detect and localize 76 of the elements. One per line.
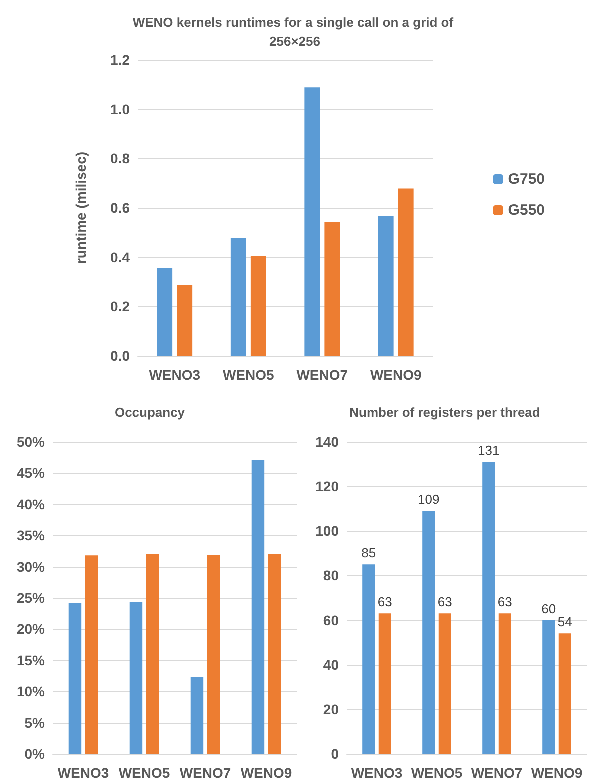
x-tick-label: WENO3 (351, 765, 403, 781)
x-tick-label: WENO5 (118, 765, 170, 781)
chart-title: WENO kernels runtimes for a single call on a grid of 256×256 (132, 15, 458, 49)
bar (190, 677, 204, 754)
bar (482, 462, 496, 754)
bar (422, 511, 436, 754)
x-tick-label: WENO9 (531, 765, 583, 781)
data-label: 131 (478, 443, 500, 458)
bar (304, 88, 320, 356)
bar (207, 554, 220, 754)
y-tick-label: 25% (16, 590, 46, 606)
x-tick-label: WENO3 (149, 367, 201, 383)
chart-title: Number of registers per thread (350, 405, 540, 420)
bar (324, 222, 340, 356)
y-tick-label: 50% (16, 434, 46, 450)
y-tick-label: 80 (323, 568, 340, 584)
x-tick-label: WENO3 (58, 765, 110, 781)
y-tick-label: 0.8 (110, 150, 130, 167)
bar (68, 602, 82, 754)
x-tick-label: WENO7 (296, 367, 348, 383)
y-tick-label: 140 (316, 434, 340, 450)
y-tick-label: 0.6 (110, 200, 130, 216)
y-tick-label: 40 (323, 656, 340, 673)
y-tick-label: 15% (16, 652, 46, 668)
data-label: 63 (438, 594, 452, 610)
x-tick-label: WENO7 (180, 765, 232, 781)
y-tick-label: 30% (16, 558, 46, 575)
y-tick-label: 5% (24, 714, 46, 731)
y-tick-label: 20 (323, 701, 340, 718)
bar (252, 460, 265, 754)
bar (130, 602, 143, 754)
y-tick-label: 0.0 (110, 348, 130, 364)
bar (268, 554, 282, 754)
bar (438, 614, 452, 754)
bar (85, 556, 98, 754)
bar (157, 268, 173, 356)
y-tick-label: 40% (16, 496, 46, 512)
y-tick-label: 100 (316, 523, 340, 540)
data-label: 60 (542, 601, 556, 616)
y-tick-label: 0.2 (110, 298, 130, 315)
y-tick-label: 0% (24, 746, 46, 762)
bar (230, 238, 246, 356)
y-tick-label: 1.0 (110, 101, 130, 118)
data-label: 109 (418, 492, 440, 508)
y-tick-label: 1.2 (110, 52, 130, 68)
legend-label: G750 (508, 171, 546, 188)
x-tick-label: WENO7 (471, 765, 523, 781)
bar (398, 188, 414, 356)
x-tick-label: WENO5 (222, 367, 275, 383)
data-label: 54 (558, 614, 572, 630)
bar (250, 256, 266, 356)
y-tick-label: 45% (16, 465, 46, 482)
bar (362, 564, 376, 754)
bar (177, 285, 193, 356)
bar (558, 634, 572, 754)
y-tick-label: 120 (316, 478, 340, 495)
y-tick-label: 35% (16, 528, 46, 544)
bar (498, 614, 512, 754)
y-tick-label: 60 (323, 612, 340, 628)
y-tick-label: 20% (16, 621, 46, 638)
x-tick-label: WENO9 (370, 367, 422, 383)
y-tick-label: 0.4 (110, 249, 130, 266)
data-label: 85 (362, 546, 376, 561)
y-tick-label: 0 (331, 746, 340, 762)
legend-label: G550 (508, 202, 546, 219)
y-tick-label: 10% (16, 684, 46, 700)
bar (542, 620, 556, 754)
y-axis-title: runtime (milisec) (73, 152, 89, 264)
data-label: 63 (498, 594, 512, 610)
chart-title: Occupancy (114, 405, 186, 420)
data-label: 63 (378, 594, 392, 610)
x-tick-label: WENO9 (240, 765, 292, 781)
x-tick-label: WENO5 (411, 765, 463, 781)
bar (378, 216, 394, 356)
bar (146, 554, 160, 754)
bar (378, 614, 392, 754)
